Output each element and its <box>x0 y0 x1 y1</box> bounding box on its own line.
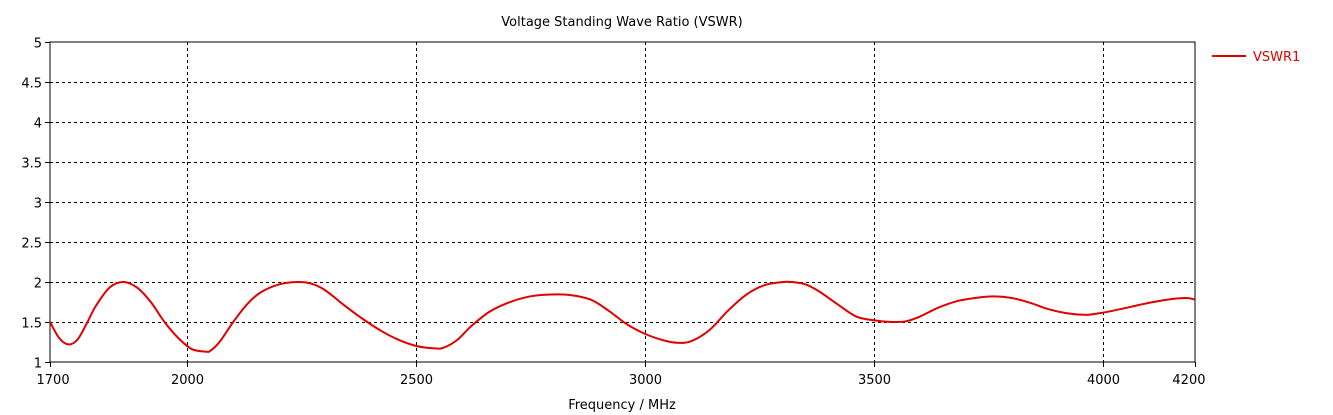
legend[interactable]: VSWR1 <box>1212 50 1300 65</box>
x-tick-label: 4000 <box>1087 373 1120 388</box>
y-tick-label: 2 <box>34 277 42 292</box>
y-tick-label: 3.5 <box>21 157 42 172</box>
y-axis-ticks: 1 1.5 2 2.5 3 3.5 4 4.5 5 <box>21 37 50 372</box>
grid-layer <box>50 42 1195 362</box>
y-tick-label: 1 <box>34 357 42 372</box>
x-tick-label: 3500 <box>858 373 891 388</box>
x-tick-label: 4200 <box>1172 373 1205 388</box>
y-tick-label: 3 <box>34 197 42 212</box>
y-tick-label: 2.5 <box>21 237 42 252</box>
y-tick-label: 4 <box>34 117 42 132</box>
y-tick-label: 1.5 <box>21 317 42 332</box>
x-tick-label: 3000 <box>629 373 662 388</box>
x-tick-label: 1700 <box>37 373 70 388</box>
x-tick-label: 2500 <box>400 373 433 388</box>
x-axis-ticks: 1700 2000 2500 3000 3500 4000 4200 <box>37 362 1206 388</box>
y-tick-label: 5 <box>34 37 42 52</box>
legend-label-vswr1: VSWR1 <box>1253 50 1300 65</box>
y-tick-label: 4.5 <box>21 77 42 92</box>
series-line-vswr1[interactable] <box>49 280 1196 353</box>
x-tick-label: 2000 <box>171 373 204 388</box>
series-layer <box>49 280 1196 353</box>
x-axis-label: Frequency / MHz <box>568 398 676 413</box>
chart-title: Voltage Standing Wave Ratio (VSWR) <box>501 15 742 30</box>
